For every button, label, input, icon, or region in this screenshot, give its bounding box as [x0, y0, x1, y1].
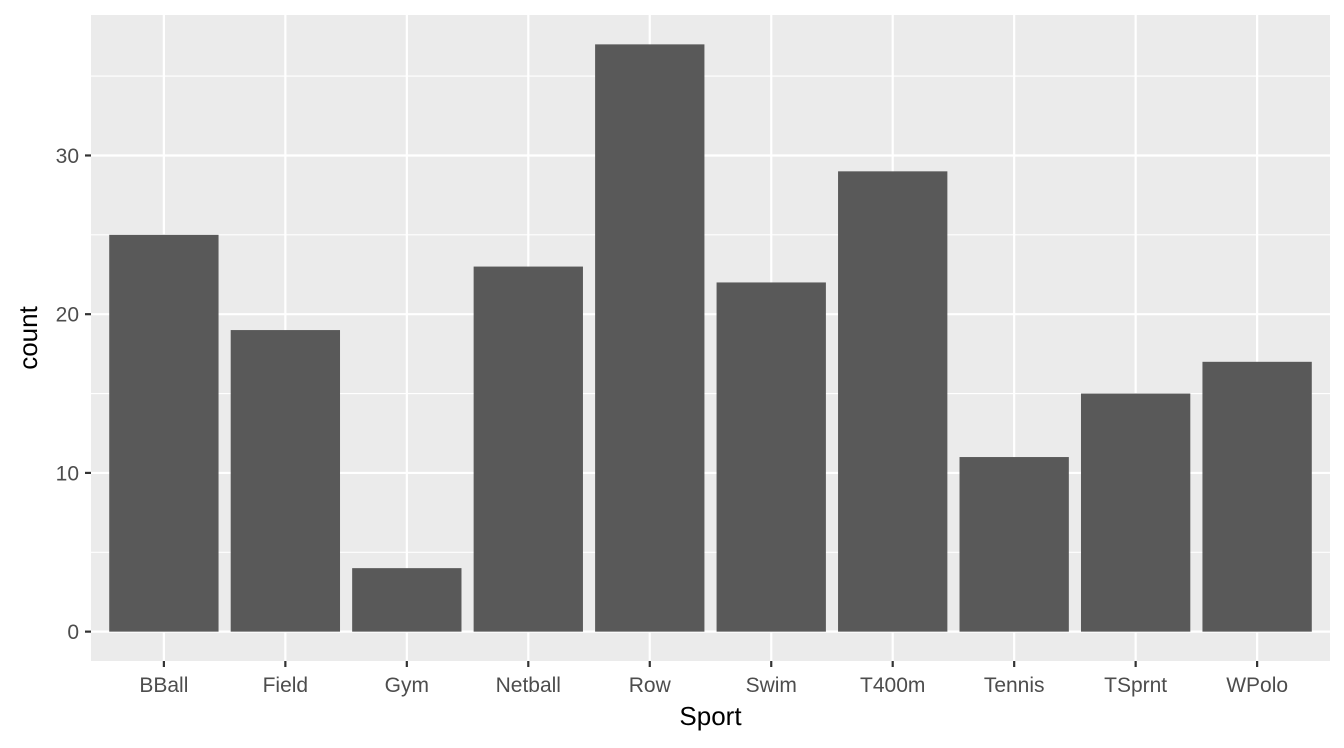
bar-t400m [838, 171, 948, 632]
x-tick-label: Swim [746, 674, 797, 697]
x-tick-label: Gym [385, 674, 429, 697]
bar-netball [473, 266, 583, 632]
x-tick-label: WPolo [1226, 674, 1288, 697]
bar-tennis [959, 457, 1069, 632]
x-tick-label: Row [629, 674, 672, 697]
y-tick-label: 20 [56, 304, 79, 327]
x-tick-label: BBall [139, 674, 188, 697]
bar-gym [352, 568, 462, 632]
bar-wpolo [1202, 361, 1312, 632]
bar-bball [109, 234, 219, 632]
x-tick-label: TSprnt [1104, 674, 1167, 697]
bar-swim [716, 282, 826, 632]
bar-field [230, 330, 341, 632]
y-axis: 0 10 20 30 [56, 145, 91, 644]
bars [109, 44, 1312, 632]
x-axis: BBall Field Gym Netball Row Swim T400m Tennis TS… [139, 661, 1288, 697]
y-tick-label: 0 [67, 621, 79, 644]
bar-tsprnt [1080, 393, 1191, 632]
x-tick-label: Tennis [984, 674, 1045, 697]
y-tick-label: 10 [56, 462, 79, 485]
y-tick-label: 30 [56, 145, 79, 168]
x-tick-label: Netball [496, 674, 561, 697]
x-tick-label: T400m [860, 674, 925, 697]
x-tick-label: Field [263, 674, 309, 697]
x-axis-title: Sport [679, 701, 742, 731]
y-axis-title: count [13, 305, 43, 369]
bar-row [595, 44, 705, 632]
